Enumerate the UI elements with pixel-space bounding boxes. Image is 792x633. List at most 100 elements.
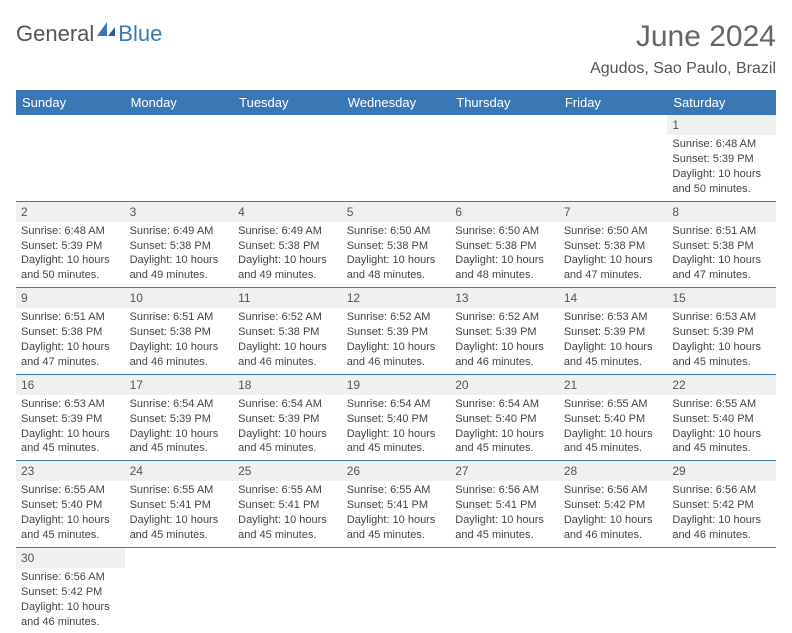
title-block: June 2024 Agudos, Sao Paulo, Brazil: [590, 20, 776, 78]
day-details: Sunrise: 6:56 AMSunset: 5:42 PMDaylight:…: [16, 568, 125, 633]
sunset-text: Sunset: 5:38 PM: [130, 325, 229, 340]
daylight-text: Daylight: 10 hours and 46 minutes.: [21, 600, 120, 630]
sunset-text: Sunset: 5:38 PM: [564, 239, 663, 254]
day-details: Sunrise: 6:55 AMSunset: 5:41 PMDaylight:…: [233, 481, 342, 546]
sunset-text: Sunset: 5:39 PM: [564, 325, 663, 340]
day-number: 8: [667, 202, 776, 222]
sunrise-text: Sunrise: 6:55 AM: [347, 483, 446, 498]
sail-icon: [95, 20, 117, 43]
sunset-text: Sunset: 5:40 PM: [564, 412, 663, 427]
sunset-text: Sunset: 5:39 PM: [347, 325, 446, 340]
daylight-text: Daylight: 10 hours and 45 minutes.: [347, 427, 446, 457]
day-details: Sunrise: 6:55 AMSunset: 5:40 PMDaylight:…: [667, 395, 776, 460]
weekday-header: Tuesday: [233, 90, 342, 115]
sunrise-text: Sunrise: 6:51 AM: [130, 310, 229, 325]
day-details: Sunrise: 6:53 AMSunset: 5:39 PMDaylight:…: [16, 395, 125, 460]
sunset-text: Sunset: 5:40 PM: [21, 498, 120, 513]
sunrise-text: Sunrise: 6:53 AM: [564, 310, 663, 325]
calendar-week-row: 16Sunrise: 6:53 AMSunset: 5:39 PMDayligh…: [16, 374, 776, 461]
daylight-text: Daylight: 10 hours and 45 minutes.: [672, 340, 771, 370]
day-details: Sunrise: 6:54 AMSunset: 5:39 PMDaylight:…: [125, 395, 234, 460]
day-details: Sunrise: 6:52 AMSunset: 5:39 PMDaylight:…: [450, 308, 559, 373]
calendar-day-cell: 7Sunrise: 6:50 AMSunset: 5:38 PMDaylight…: [559, 201, 668, 288]
sunrise-text: Sunrise: 6:54 AM: [130, 397, 229, 412]
day-details: Sunrise: 6:55 AMSunset: 5:40 PMDaylight:…: [16, 481, 125, 546]
calendar-day-cell: [667, 547, 776, 633]
calendar-week-row: 9Sunrise: 6:51 AMSunset: 5:38 PMDaylight…: [16, 288, 776, 375]
header: General Blue June 2024 Agudos, Sao Paulo…: [16, 20, 776, 78]
sunrise-text: Sunrise: 6:56 AM: [672, 483, 771, 498]
calendar-day-cell: 6Sunrise: 6:50 AMSunset: 5:38 PMDaylight…: [450, 201, 559, 288]
daylight-text: Daylight: 10 hours and 45 minutes.: [130, 513, 229, 543]
day-number: 23: [16, 461, 125, 481]
sunset-text: Sunset: 5:40 PM: [455, 412, 554, 427]
calendar-week-row: 1Sunrise: 6:48 AMSunset: 5:39 PMDaylight…: [16, 115, 776, 201]
day-number: 11: [233, 288, 342, 308]
calendar-day-cell: 27Sunrise: 6:56 AMSunset: 5:41 PMDayligh…: [450, 461, 559, 548]
sunset-text: Sunset: 5:42 PM: [564, 498, 663, 513]
daylight-text: Daylight: 10 hours and 46 minutes.: [347, 340, 446, 370]
day-details: Sunrise: 6:56 AMSunset: 5:41 PMDaylight:…: [450, 481, 559, 546]
calendar-day-cell: 15Sunrise: 6:53 AMSunset: 5:39 PMDayligh…: [667, 288, 776, 375]
daylight-text: Daylight: 10 hours and 46 minutes.: [672, 513, 771, 543]
sunset-text: Sunset: 5:39 PM: [21, 412, 120, 427]
calendar-day-cell: 4Sunrise: 6:49 AMSunset: 5:38 PMDaylight…: [233, 201, 342, 288]
calendar-day-cell: [559, 547, 668, 633]
daylight-text: Daylight: 10 hours and 48 minutes.: [347, 253, 446, 283]
sunset-text: Sunset: 5:42 PM: [21, 585, 120, 600]
calendar-day-cell: 1Sunrise: 6:48 AMSunset: 5:39 PMDaylight…: [667, 115, 776, 201]
daylight-text: Daylight: 10 hours and 45 minutes.: [21, 427, 120, 457]
day-number: 17: [125, 375, 234, 395]
day-number: 5: [342, 202, 451, 222]
sunrise-text: Sunrise: 6:55 AM: [130, 483, 229, 498]
calendar-day-cell: 18Sunrise: 6:54 AMSunset: 5:39 PMDayligh…: [233, 374, 342, 461]
sunrise-text: Sunrise: 6:52 AM: [455, 310, 554, 325]
logo-text-general: General: [16, 21, 94, 47]
sunrise-text: Sunrise: 6:50 AM: [455, 224, 554, 239]
sunset-text: Sunset: 5:40 PM: [672, 412, 771, 427]
day-details: Sunrise: 6:54 AMSunset: 5:39 PMDaylight:…: [233, 395, 342, 460]
daylight-text: Daylight: 10 hours and 45 minutes.: [238, 513, 337, 543]
sunrise-text: Sunrise: 6:50 AM: [564, 224, 663, 239]
sunrise-text: Sunrise: 6:53 AM: [21, 397, 120, 412]
day-details: Sunrise: 6:49 AMSunset: 5:38 PMDaylight:…: [125, 222, 234, 287]
day-number: 20: [450, 375, 559, 395]
sunset-text: Sunset: 5:42 PM: [672, 498, 771, 513]
sunrise-text: Sunrise: 6:55 AM: [21, 483, 120, 498]
day-details: Sunrise: 6:49 AMSunset: 5:38 PMDaylight:…: [233, 222, 342, 287]
daylight-text: Daylight: 10 hours and 45 minutes.: [130, 427, 229, 457]
calendar-day-cell: 29Sunrise: 6:56 AMSunset: 5:42 PMDayligh…: [667, 461, 776, 548]
daylight-text: Daylight: 10 hours and 47 minutes.: [672, 253, 771, 283]
daylight-text: Daylight: 10 hours and 45 minutes.: [455, 427, 554, 457]
daylight-text: Daylight: 10 hours and 50 minutes.: [672, 167, 771, 197]
calendar-day-cell: 9Sunrise: 6:51 AMSunset: 5:38 PMDaylight…: [16, 288, 125, 375]
calendar-day-cell: 14Sunrise: 6:53 AMSunset: 5:39 PMDayligh…: [559, 288, 668, 375]
calendar-week-row: 2Sunrise: 6:48 AMSunset: 5:39 PMDaylight…: [16, 201, 776, 288]
calendar-week-row: 23Sunrise: 6:55 AMSunset: 5:40 PMDayligh…: [16, 461, 776, 548]
sunset-text: Sunset: 5:39 PM: [455, 325, 554, 340]
location-text: Agudos, Sao Paulo, Brazil: [590, 60, 776, 78]
calendar-week-row: 30Sunrise: 6:56 AMSunset: 5:42 PMDayligh…: [16, 547, 776, 633]
calendar-day-cell: 23Sunrise: 6:55 AMSunset: 5:40 PMDayligh…: [16, 461, 125, 548]
day-details: Sunrise: 6:55 AMSunset: 5:40 PMDaylight:…: [559, 395, 668, 460]
calendar-day-cell: [233, 547, 342, 633]
daylight-text: Daylight: 10 hours and 45 minutes.: [21, 513, 120, 543]
day-details: Sunrise: 6:56 AMSunset: 5:42 PMDaylight:…: [667, 481, 776, 546]
sunset-text: Sunset: 5:41 PM: [238, 498, 337, 513]
daylight-text: Daylight: 10 hours and 50 minutes.: [21, 253, 120, 283]
day-number: 26: [342, 461, 451, 481]
day-details: Sunrise: 6:50 AMSunset: 5:38 PMDaylight:…: [342, 222, 451, 287]
day-number: 10: [125, 288, 234, 308]
day-number: 14: [559, 288, 668, 308]
sunset-text: Sunset: 5:39 PM: [672, 325, 771, 340]
weekday-header-row: SundayMondayTuesdayWednesdayThursdayFrid…: [16, 90, 776, 115]
calendar-day-cell: 16Sunrise: 6:53 AMSunset: 5:39 PMDayligh…: [16, 374, 125, 461]
calendar-table: SundayMondayTuesdayWednesdayThursdayFrid…: [16, 90, 776, 633]
calendar-day-cell: 20Sunrise: 6:54 AMSunset: 5:40 PMDayligh…: [450, 374, 559, 461]
day-number: 24: [125, 461, 234, 481]
logo: General Blue: [16, 20, 162, 47]
day-number: 13: [450, 288, 559, 308]
day-details: Sunrise: 6:51 AMSunset: 5:38 PMDaylight:…: [125, 308, 234, 373]
weekday-header: Saturday: [667, 90, 776, 115]
sunrise-text: Sunrise: 6:56 AM: [564, 483, 663, 498]
